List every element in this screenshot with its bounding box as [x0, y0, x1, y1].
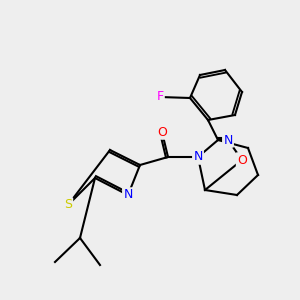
Text: O: O	[237, 154, 247, 166]
Text: F: F	[156, 91, 164, 103]
Text: N: N	[123, 188, 133, 202]
Text: S: S	[64, 199, 72, 212]
Text: N: N	[193, 151, 203, 164]
Text: O: O	[157, 125, 167, 139]
Text: N: N	[223, 134, 233, 146]
